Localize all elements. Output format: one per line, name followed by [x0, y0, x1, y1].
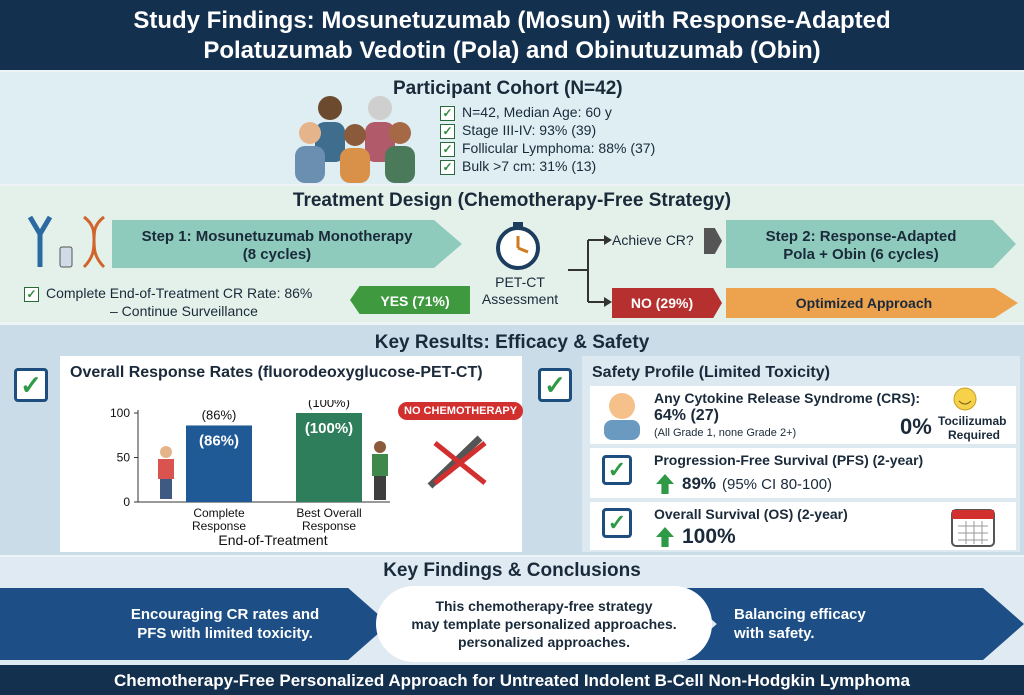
x-tick-label: Best Overall	[296, 506, 361, 520]
value-label: (86%)	[202, 407, 237, 422]
card-title: Safety Profile (Limited Toxicity)	[592, 364, 830, 381]
pfs-box	[590, 448, 1016, 498]
x-tick-label: Response	[192, 519, 246, 533]
check-icon: ✓	[14, 368, 48, 402]
crs-note: (All Grade 1, none Grade 2+)	[654, 427, 797, 439]
check-icon: ✓	[440, 142, 455, 157]
chevron	[704, 228, 722, 254]
section-title: Key Findings & Conclusions	[383, 560, 641, 581]
y-tick-label: 50	[117, 451, 131, 465]
optimized-label: Optimized Approach	[795, 295, 933, 311]
outcome-text: – Continue Surveillance	[110, 303, 258, 319]
step-label: (8 cycles)	[242, 246, 312, 263]
x-tick-label: Response	[302, 519, 356, 533]
drug-icon	[27, 215, 106, 269]
check-icon: ✓	[602, 455, 632, 485]
footer	[0, 665, 1024, 695]
crs-value: 64% (27)	[654, 407, 719, 424]
bar	[296, 413, 362, 502]
no-syringe-icon	[427, 435, 487, 489]
cohort-item: Stage III-IV: 93% (39)	[462, 122, 597, 138]
person-icon	[158, 446, 174, 499]
check-icon: ✓	[440, 124, 455, 139]
value-label-inner: (100%)	[305, 420, 353, 437]
header	[0, 0, 1024, 70]
value-label-inner: (86%)	[199, 432, 239, 449]
footer-text: Chemotherapy-Free Personalized Approach …	[114, 671, 910, 690]
os-box	[590, 502, 1016, 550]
left-band	[0, 588, 390, 660]
pfs-value: 89%	[682, 474, 717, 493]
no-arrow	[612, 288, 722, 318]
title-line: Polatuzumab Vedotin (Pola) and Obinutuzu…	[203, 37, 821, 64]
section-title: Participant Cohort (N=42)	[393, 78, 623, 99]
y-tick-label: 0	[123, 495, 130, 509]
cohort-panel	[0, 72, 1024, 184]
yes-arrow	[350, 286, 470, 314]
conclusion-left: PFS with limited toxicity.	[137, 625, 313, 642]
cohort-item: N=42, Median Age: 60 y	[462, 104, 612, 120]
os-label: Overall Survival (OS) (2-year)	[654, 506, 848, 522]
toci-label: Required	[948, 428, 1001, 442]
question: Achieve CR?	[612, 232, 694, 248]
step-label: Step 2: Response-Adapted	[765, 228, 957, 245]
crs-label: Any Cytokine Release Syndrome (CRS):	[654, 390, 921, 406]
pfs-label: Progression-Free Survival (PFS) (2-year)	[654, 452, 924, 468]
toci-value: 0%	[900, 414, 932, 439]
assessment-label: Assessment	[481, 291, 559, 307]
no-label: NO (29%)	[630, 295, 694, 311]
x-axis-title: End-of-Treatment	[218, 532, 327, 548]
clock-icon	[496, 222, 540, 270]
value-label: (100%)	[308, 400, 350, 410]
smile-icon	[953, 387, 977, 411]
conclusion-center: This chemotherapy-free strategy	[435, 598, 653, 614]
people-icon	[295, 96, 415, 183]
check-icon: ✓	[538, 368, 572, 402]
calendar-icon	[951, 509, 995, 547]
right-band	[675, 588, 1024, 660]
step2-arrow	[726, 220, 1016, 268]
cohort-item: Follicular Lymphoma: 88% (37)	[462, 140, 656, 156]
title-line: Study Findings: Mosunetuzumab (Mosun) wi…	[133, 7, 891, 34]
x-tick-label: Complete	[193, 506, 245, 520]
check-icon: ✓	[24, 287, 39, 302]
step-label: Pola + Obin (6 cycles)	[783, 246, 939, 263]
step-label: Step 1: Mosunetuzumab Monotherapy	[141, 228, 413, 245]
section-title: Treatment Design (Chemotherapy-Free Stra…	[292, 190, 732, 211]
person-icon	[372, 441, 388, 500]
check-icon: ✓	[440, 160, 455, 175]
toci-label: Tocilizumab	[938, 414, 1007, 428]
pfs-ci: (95% CI 80-100)	[722, 476, 833, 493]
y-tick-label: 100	[110, 406, 130, 420]
step1-arrow	[112, 220, 462, 268]
conclusion-center: may template personalized approaches.	[411, 616, 677, 632]
optimized-arrow	[726, 288, 1018, 318]
conclusion-right: Balancing efficacy	[734, 606, 866, 623]
bar	[186, 425, 252, 502]
conclusion-right: with safety.	[734, 625, 815, 642]
center-bubble	[376, 586, 712, 662]
assessment-label: PET-CT	[495, 274, 545, 290]
bar-chart: End-of-Treatment 050100CompleteResponse(…	[110, 400, 390, 548]
crs-box	[590, 386, 1016, 444]
section-title: Key Results: Efficacy & Safety	[374, 332, 650, 353]
branch-lines	[568, 235, 612, 307]
badge: NO CHEMOTHERAPY	[398, 402, 524, 420]
check-icon: ✓	[602, 508, 632, 538]
os-value: 100%	[682, 525, 736, 548]
patient-icon	[604, 393, 640, 440]
cohort-item: Bulk >7 cm: 31% (13)	[462, 158, 597, 174]
card-title: Overall Response Rates (fluorodeoxygluco…	[70, 364, 483, 381]
yes-label: YES (71%)	[380, 293, 450, 309]
check-icon: ✓	[440, 106, 455, 121]
conclusion-left: Encouraging CR rates and	[130, 606, 320, 623]
conclusion-center: personalized approaches.	[458, 634, 630, 650]
outcome-text: Complete End-of-Treatment CR Rate: 86%	[46, 285, 313, 301]
